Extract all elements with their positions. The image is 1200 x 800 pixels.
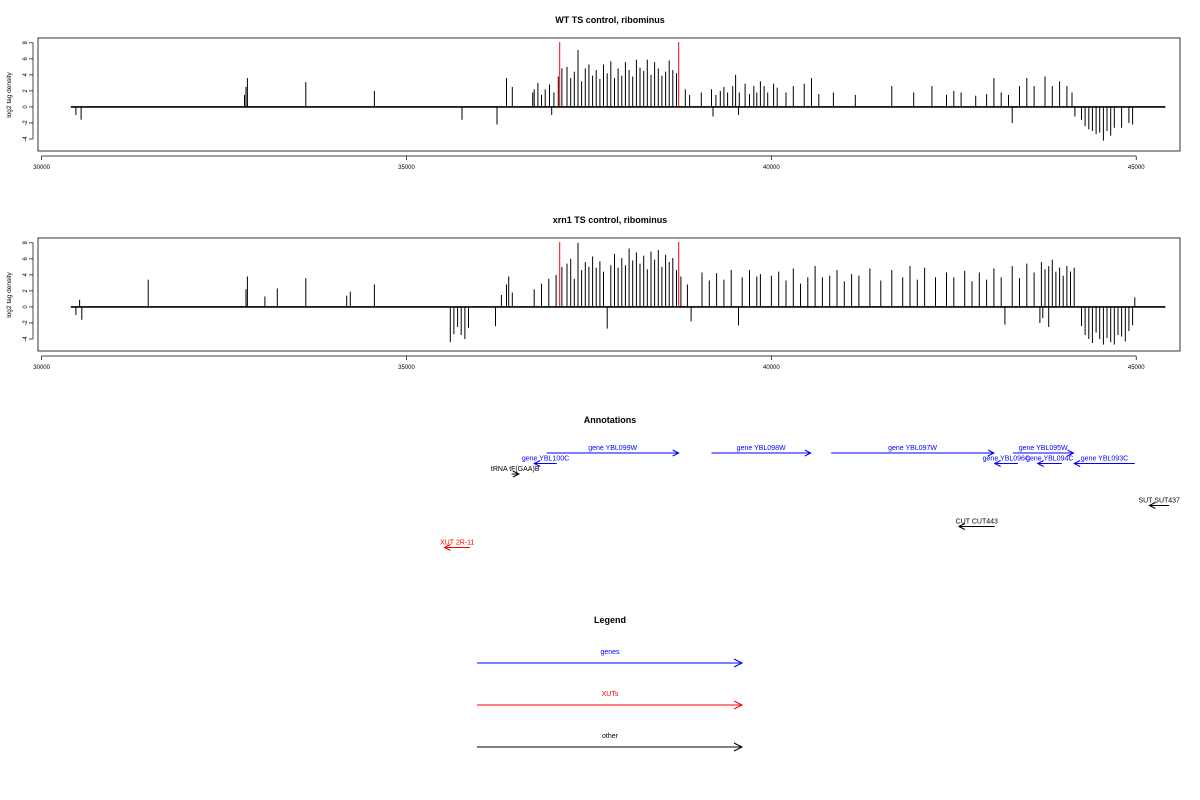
annotation-label: SUT SUT437: [1138, 498, 1180, 505]
xrn1-x-tick-label: 40000: [763, 365, 780, 371]
xrn1-y-tick-label: 8: [23, 240, 29, 244]
annotation-arrowhead: [1036, 460, 1044, 467]
xrn1-y-tick-label: -4: [23, 336, 29, 342]
xrn1-y-tick-label: 0: [23, 305, 29, 309]
wt-y-tick-label: 2: [23, 89, 29, 93]
wt-y-tick-label: 6: [23, 57, 29, 61]
annotation-feature: SUT SUT437: [1138, 498, 1180, 509]
annotation-label: gene YBL100C: [522, 456, 569, 463]
annotation-feature: gene YBL094C: [1026, 456, 1073, 467]
xrn1-y-tick-label: 6: [23, 257, 29, 261]
wt-x-tick-label: 35000: [398, 165, 415, 171]
legend-item-other: other: [477, 733, 744, 752]
wt-track-markers: [559, 42, 680, 107]
legend-item-genes: genes: [477, 649, 744, 668]
annotation-arrowhead: [672, 449, 680, 457]
annotation-feature: gene YBL098W: [711, 445, 812, 457]
annotation-feature: gene YBL096C: [983, 456, 1030, 467]
annotation-label: tRNA tF(GAA)B: [491, 466, 540, 473]
annotation-arrowhead: [512, 470, 520, 478]
annotations-panel: Annotations gene YBL099W gene YBL098W gene…: [440, 415, 1180, 551]
annotations-title: Annotations: [584, 415, 637, 425]
annotation-arrowhead: [987, 449, 996, 457]
wt-y-tick-label: 0: [23, 105, 29, 109]
annotation-feature: gene YBL100C: [522, 456, 569, 467]
wt-track-y-axis: -4 -2 0 2 4 6 8: [23, 40, 34, 142]
wt-track-frame: [37, 37, 1181, 152]
legend-items: genes XUTs other: [477, 649, 744, 752]
legend-label: XUTs: [602, 691, 619, 698]
xrn1-y-tick-label: -2: [23, 320, 29, 326]
annotation-feature: tRNA tF(GAA)B: [491, 466, 540, 478]
xrn1-x-tick-label: 35000: [398, 365, 415, 371]
wt-track-title: WT TS control, ribominus: [555, 15, 665, 25]
xrn1-track-x-axis: 30000 35000 40000 45000: [33, 355, 1145, 371]
annotation-arrowhead: [957, 523, 966, 530]
annotation-label: XUT 2R-11: [440, 540, 474, 547]
wt-track-signal: [75, 50, 1134, 141]
annotation-label: CUT CUT443: [956, 519, 998, 526]
wt-x-tick-label: 45000: [1128, 165, 1145, 171]
legend-item-xuts: XUTs: [477, 691, 744, 710]
annotation-arrowhead: [533, 460, 541, 467]
wt-y-tick-label: 4: [23, 73, 29, 77]
wt-y-tick-label: -2: [23, 120, 29, 126]
wt-track-panel: WT TS control, ribominus log2 tag densit…: [6, 15, 1181, 171]
xrn1-track-ylabel: log2 tag density: [6, 271, 13, 317]
xrn1-y-tick-label: 4: [23, 273, 29, 277]
annotation-label: gene YBL093C: [1081, 456, 1128, 463]
wt-track-x-axis: 30000 35000 40000 45000: [33, 155, 1145, 171]
wt-x-tick-label: 30000: [33, 165, 50, 171]
annotation-label: gene YBL097W: [888, 445, 937, 452]
annotation-arrowhead: [993, 460, 1001, 467]
annotation-arrowhead: [804, 449, 812, 457]
annotation-label: gene YBL098W: [737, 445, 786, 452]
annotation-label: gene YBL095W: [1019, 445, 1068, 452]
xrn1-x-tick-label: 30000: [33, 365, 50, 371]
xrn1-track-title: xrn1 TS control, ribominus: [553, 215, 668, 225]
annotation-arrowhead: [1067, 449, 1075, 457]
legend-title: Legend: [594, 615, 626, 625]
annotation-feature: gene YBL097W: [831, 445, 996, 457]
wt-y-tick-label: -4: [23, 136, 29, 142]
xrn1-track-frame: [37, 237, 1181, 352]
annotation-feature: gene YBL099W: [546, 445, 680, 457]
legend-arrowhead: [733, 658, 744, 668]
annotation-feature: gene YBL093C: [1073, 456, 1135, 467]
legend-arrowhead: [733, 700, 744, 710]
legend-arrowhead: [733, 742, 744, 752]
annotation-arrowhead: [1148, 502, 1156, 509]
annotation-label: gene YBL099W: [588, 445, 637, 452]
xrn1-track-markers: [559, 242, 680, 307]
annotation-feature: XUT 2R-11: [440, 540, 475, 551]
xrn1-y-tick-label: 2: [23, 289, 29, 293]
xrn1-track-panel: xrn1 TS control, ribominus log2 tag dens…: [6, 215, 1181, 371]
xrn1-track-y-axis: -4 -2 0 2 4 6 8: [23, 240, 34, 342]
annotation-label: gene YBL096C: [983, 456, 1030, 463]
legend-panel: Legend genes XUTs other: [477, 615, 744, 752]
annotation-arrowhead: [443, 544, 451, 551]
annotation-arrowhead: [1073, 460, 1081, 467]
xrn1-x-tick-label: 45000: [1128, 365, 1145, 371]
wt-y-tick-label: 8: [23, 40, 29, 44]
legend-label: genes: [600, 649, 620, 656]
annotation-feature: gene YBL095W: [1012, 445, 1075, 457]
wt-track-ylabel: log2 tag density: [6, 71, 13, 117]
annotation-feature: CUT CUT443: [956, 519, 998, 530]
wt-x-tick-label: 40000: [763, 165, 780, 171]
xrn1-track-signal: [75, 242, 1136, 345]
legend-label: other: [602, 733, 619, 740]
annotation-label: gene YBL094C: [1026, 456, 1073, 463]
annotation-features: gene YBL099W gene YBL098W gene YBL097W gene…: [440, 445, 1180, 551]
